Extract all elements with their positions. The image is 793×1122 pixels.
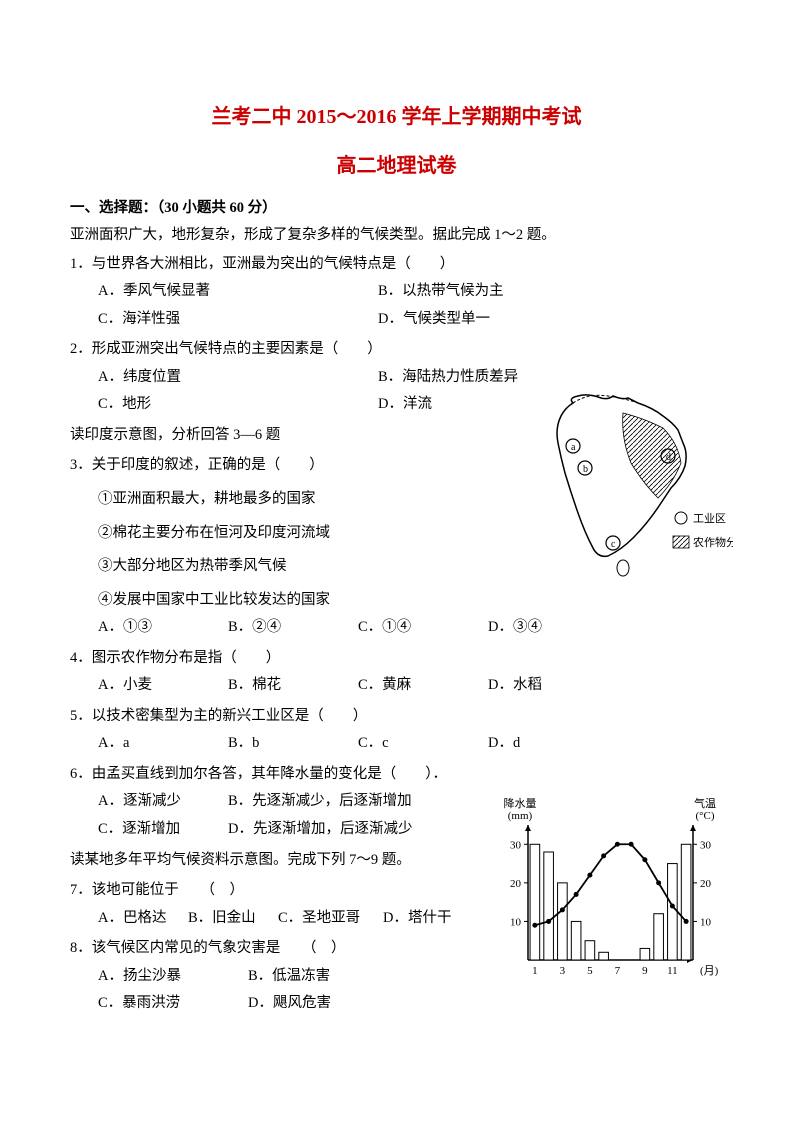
q8-opt-b: B．低温冻害: [248, 963, 330, 991]
exam-title-1: 兰考二中 2015～2016 学年上学期期中考试: [70, 100, 723, 129]
q8-opt-d: D．飓风危害: [248, 990, 331, 1018]
q1-opt-b: B．以热带气候为主: [378, 278, 658, 306]
svg-text:5: 5: [587, 965, 593, 977]
climate-chart: 10 20 30 10 20 30 1 3 5 7 9 11 (月) 降水量(mm) 气温(°C): [488, 795, 733, 995]
q7-opt-a: A．巴格达: [98, 905, 188, 933]
q8-opt-c: C．暴雨洪涝: [98, 990, 248, 1018]
map-label-c: c: [611, 539, 616, 550]
svg-text:(°C): (°C): [695, 810, 714, 822]
svg-text:1: 1: [532, 965, 538, 977]
svg-text:3: 3: [560, 965, 566, 977]
q6-opt-a: A．逐渐减少: [98, 788, 228, 816]
svg-text:(mm): (mm): [508, 810, 533, 822]
map-label-b: b: [583, 464, 588, 475]
india-map: a b c d 工业区 农作物分布区: [513, 388, 733, 583]
q4-opt-d: D．水稻: [488, 672, 618, 700]
q6-opt-c: C．逐渐增加: [98, 816, 228, 844]
q5-opt-b: B．b: [228, 730, 358, 758]
q4-text: 4．图示农作物分布是指（ ）: [70, 645, 723, 673]
q2-opt-a: A．纬度位置: [98, 364, 378, 392]
svg-text:7: 7: [615, 965, 621, 977]
map-legend-industrial: 工业区: [693, 512, 726, 525]
q1-opt-c: C．海洋性强: [98, 306, 378, 334]
q7-opt-c: C．圣地亚哥: [278, 905, 383, 933]
q3-opt-c: C．①④: [358, 614, 488, 642]
q1-opt-d: D．气候类型单一: [378, 306, 658, 334]
q8-opt-a: A．扬尘沙暴: [98, 963, 248, 991]
q4-opt-c: C．黄麻: [358, 672, 488, 700]
q7-opt-b: B．旧金山: [188, 905, 278, 933]
q5-opt-d: D．d: [488, 730, 618, 758]
svg-text:10: 10: [700, 916, 712, 928]
q6-opt-d: D．先逐渐增加，后逐渐减少: [228, 816, 412, 844]
q3-opt-a: A．①③: [98, 614, 228, 642]
svg-text:9: 9: [642, 965, 648, 977]
svg-text:气温: 气温: [694, 796, 716, 810]
map-label-d: d: [666, 452, 671, 463]
svg-text:降水量: 降水量: [504, 796, 537, 810]
q3-opt-b: B．②④: [228, 614, 358, 642]
svg-text:11: 11: [667, 965, 678, 977]
exam-title-2: 高二地理试卷: [70, 149, 723, 178]
svg-text:10: 10: [510, 916, 522, 928]
section-header: 一、选择题：（30 小题共 60 分）: [70, 196, 723, 217]
svg-text:30: 30: [700, 839, 712, 851]
q6-opt-b: B．先逐渐减少，后逐渐增加: [228, 788, 412, 816]
map-legend-crop: 农作物分布区: [693, 535, 733, 549]
svg-text:30: 30: [510, 839, 522, 851]
q2-opt-c: C．地形: [98, 391, 378, 419]
q3-statement-4: ④发展中国家中工业比较发达的国家: [70, 587, 723, 615]
svg-text:20: 20: [510, 878, 522, 890]
svg-text:(月): (月): [700, 965, 719, 977]
map-label-a: a: [571, 442, 576, 453]
q5-text: 5．以技术密集型为主的新兴工业区是（ ）: [70, 703, 723, 731]
q2-text: 2．形成亚洲突出气候特点的主要因素是（ ）: [70, 336, 723, 364]
q3-opt-d: D．③④: [488, 614, 618, 642]
q1-text: 1．与世界各大洲相比，亚洲最为突出的气候特点是（ ）: [70, 251, 723, 279]
q5-opt-a: A．a: [98, 730, 228, 758]
q4-opt-a: A．小麦: [98, 672, 228, 700]
q4-opt-b: B．棉花: [228, 672, 358, 700]
q6-text: 6．由孟买直线到加尔各答，其年降水量的变化是（ ）．: [70, 761, 723, 789]
q5-opt-c: C．c: [358, 730, 488, 758]
q7-opt-d: D．塔什干: [383, 905, 451, 933]
intro-q1-2: 亚洲面积广大，地形复杂，形成了复杂多样的气候类型。据此完成 1～2 题。: [70, 223, 723, 248]
svg-text:20: 20: [700, 878, 712, 890]
q1-opt-a: A．季风气候显著: [98, 278, 378, 306]
